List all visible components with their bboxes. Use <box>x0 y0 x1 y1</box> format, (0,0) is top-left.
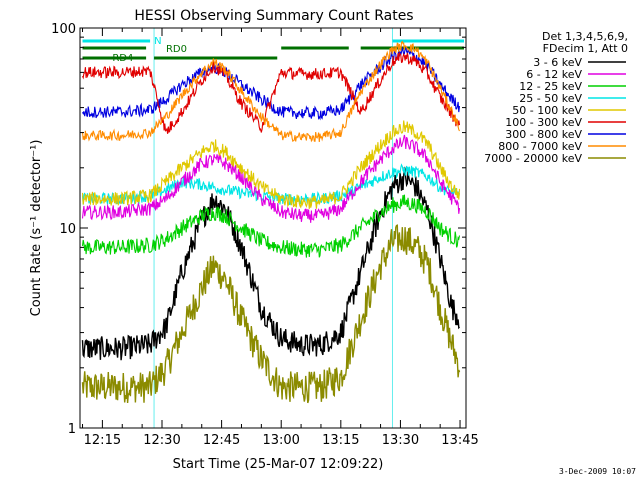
series-line-3 <box>81 194 461 258</box>
legend: Det 1,3,4,5,6,9, FDecim 1, Att 0 3 - 6 k… <box>484 30 628 165</box>
legend-label: 300 - 800 keV <box>505 128 582 141</box>
y-tick-label: 100 <box>51 22 76 37</box>
x-tick-label: 12:45 <box>203 433 240 448</box>
x-tick-label: 12:15 <box>84 433 121 448</box>
legend-label: 3 - 6 keV <box>533 56 582 69</box>
x-tick-label: 13:15 <box>322 433 359 448</box>
legend-label: 25 - 50 keV <box>519 92 582 105</box>
series-line-5 <box>81 120 461 209</box>
axes: 12:15 12:30 12:45 13:00 13:15 13:30 13:45 1 10 10… <box>51 22 479 448</box>
x-tick-label: 12:30 <box>143 433 180 448</box>
y-tick-label: 10 <box>59 222 76 237</box>
y-axis-label: Count Rate (s⁻¹ detector⁻¹) <box>29 140 44 317</box>
legend-label: 50 - 100 keV <box>512 104 582 117</box>
legend-header-line-1: Det 1,3,4,5,6,9, <box>542 30 628 43</box>
legend-label: 800 - 7000 keV <box>498 140 582 153</box>
chart-title: HESSI Observing Summary Count Rates <box>134 8 413 24</box>
series-line-2 <box>81 134 461 223</box>
plot-frame <box>79 27 467 429</box>
flag-label-rd4: RD4 <box>112 53 133 64</box>
legend-label: 6 - 12 keV <box>526 68 582 81</box>
flag-label-n: N <box>154 36 161 47</box>
series-line-1 <box>81 166 460 361</box>
series-line-8 <box>81 40 460 143</box>
x-tick-label: 13:45 <box>441 433 478 448</box>
series-line-9 <box>81 224 461 404</box>
x-tick-label: 13:30 <box>382 433 419 448</box>
x-tick-label: 13:00 <box>262 433 299 448</box>
legend-label: 100 - 300 keV <box>505 116 582 129</box>
flag-label-rd0: RD0 <box>166 44 187 55</box>
x-axis-label: Start Time (25-Mar-07 12:09:22) <box>173 457 384 472</box>
footer-date: 3-Dec-2009 10:07 <box>559 467 636 476</box>
series-line-6 <box>82 51 461 134</box>
legend-header-line-2: FDecim 1, Att 0 <box>543 42 628 55</box>
legend-label: 12 - 25 keV <box>519 80 582 93</box>
legend-label: 7000 - 20000 keV <box>484 152 582 165</box>
plot-area: N RD0 RD4 <box>81 28 465 428</box>
y-tick-label: 1 <box>68 422 76 437</box>
